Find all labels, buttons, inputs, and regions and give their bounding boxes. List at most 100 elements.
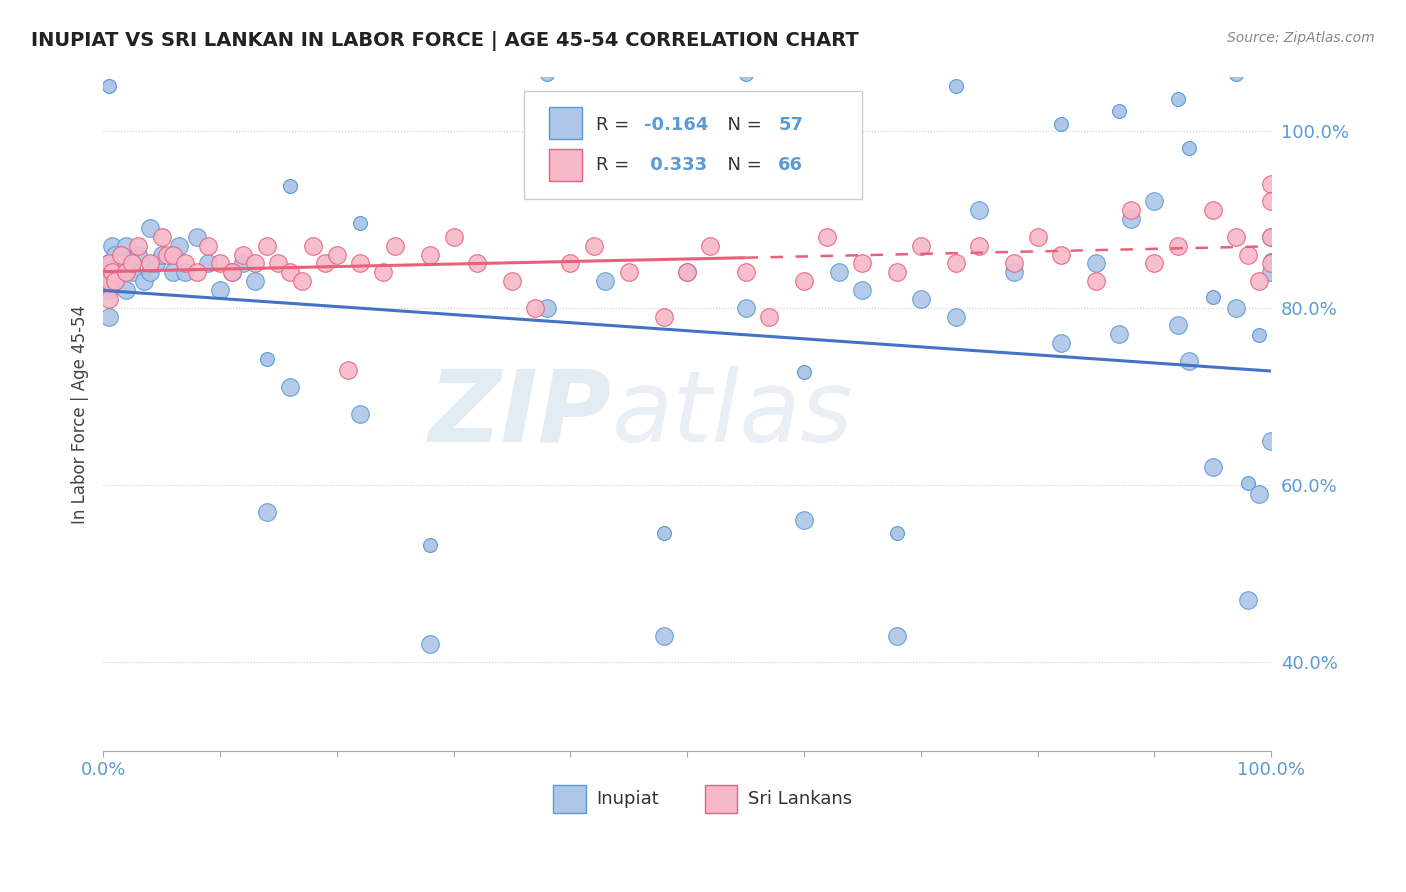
Y-axis label: In Labor Force | Age 45-54: In Labor Force | Age 45-54 — [72, 304, 89, 524]
Point — [325, 247, 347, 261]
Text: N =: N = — [716, 156, 768, 174]
Point — [1260, 265, 1282, 279]
Point — [828, 265, 851, 279]
Point — [851, 283, 873, 297]
Point — [1236, 247, 1258, 261]
Point — [98, 292, 121, 306]
Text: Sri Lankans: Sri Lankans — [748, 790, 852, 808]
Point — [1225, 301, 1247, 315]
Point — [1167, 318, 1189, 333]
Point — [758, 310, 780, 324]
Point — [886, 628, 908, 642]
Point — [1236, 593, 1258, 607]
Point — [337, 363, 360, 377]
Point — [1178, 354, 1201, 368]
Point — [793, 513, 815, 527]
Text: R =: R = — [596, 156, 636, 174]
Point — [652, 310, 675, 324]
Point — [104, 274, 127, 288]
Point — [1260, 194, 1282, 209]
Point — [1202, 203, 1225, 218]
Point — [465, 256, 488, 270]
Point — [967, 239, 990, 253]
Point — [1108, 327, 1130, 342]
Point — [208, 283, 231, 297]
Point — [162, 265, 184, 279]
Point — [1050, 247, 1073, 261]
Point — [278, 380, 301, 394]
Point — [1002, 256, 1025, 270]
Point — [524, 301, 547, 315]
Point — [139, 265, 162, 279]
Point — [101, 274, 124, 288]
Point — [617, 265, 640, 279]
Point — [278, 265, 301, 279]
Text: R =: R = — [596, 116, 636, 134]
Point — [98, 256, 121, 270]
Point — [256, 504, 278, 518]
Point — [1260, 434, 1282, 448]
Point — [560, 256, 582, 270]
Point — [1119, 203, 1142, 218]
FancyBboxPatch shape — [523, 91, 862, 199]
Point — [536, 301, 558, 315]
Point — [115, 239, 138, 253]
Point — [734, 301, 756, 315]
Text: Inupiat: Inupiat — [596, 790, 659, 808]
Point — [1249, 274, 1271, 288]
Point — [110, 247, 132, 261]
Point — [145, 256, 167, 270]
Point — [595, 274, 617, 288]
Point — [173, 256, 195, 270]
Point — [349, 256, 371, 270]
Text: 57: 57 — [778, 116, 803, 134]
Point — [98, 283, 121, 297]
Point — [1260, 177, 1282, 191]
Point — [186, 230, 208, 244]
Point — [582, 239, 605, 253]
Point — [419, 637, 441, 651]
Point — [443, 230, 465, 244]
Point — [150, 230, 173, 244]
Point — [291, 274, 314, 288]
Point — [676, 265, 699, 279]
Point — [121, 256, 143, 270]
Point — [186, 265, 208, 279]
Point — [221, 265, 243, 279]
Point — [1260, 230, 1282, 244]
Point — [173, 265, 195, 279]
Point — [1202, 460, 1225, 475]
Point — [132, 274, 155, 288]
Point — [243, 274, 266, 288]
FancyBboxPatch shape — [550, 107, 582, 139]
Point — [127, 247, 149, 261]
Point — [208, 256, 231, 270]
Point — [734, 265, 756, 279]
Point — [221, 265, 243, 279]
Point — [115, 283, 138, 297]
Point — [98, 256, 121, 270]
Point — [167, 239, 190, 253]
Point — [243, 256, 266, 270]
Text: -0.164: -0.164 — [644, 116, 709, 134]
Point — [910, 292, 932, 306]
Point — [256, 239, 278, 253]
Point — [267, 256, 290, 270]
Point — [115, 265, 138, 279]
Point — [945, 310, 967, 324]
FancyBboxPatch shape — [704, 785, 737, 814]
Point — [150, 247, 173, 261]
Point — [1260, 230, 1282, 244]
Text: 66: 66 — [778, 156, 803, 174]
Point — [101, 239, 124, 253]
Point — [501, 274, 523, 288]
Point — [1084, 274, 1107, 288]
Point — [1249, 487, 1271, 501]
Point — [419, 247, 441, 261]
Point — [967, 203, 990, 218]
Point — [101, 265, 124, 279]
Point — [98, 310, 121, 324]
Point — [302, 239, 325, 253]
Point — [945, 256, 967, 270]
Point — [162, 247, 184, 261]
